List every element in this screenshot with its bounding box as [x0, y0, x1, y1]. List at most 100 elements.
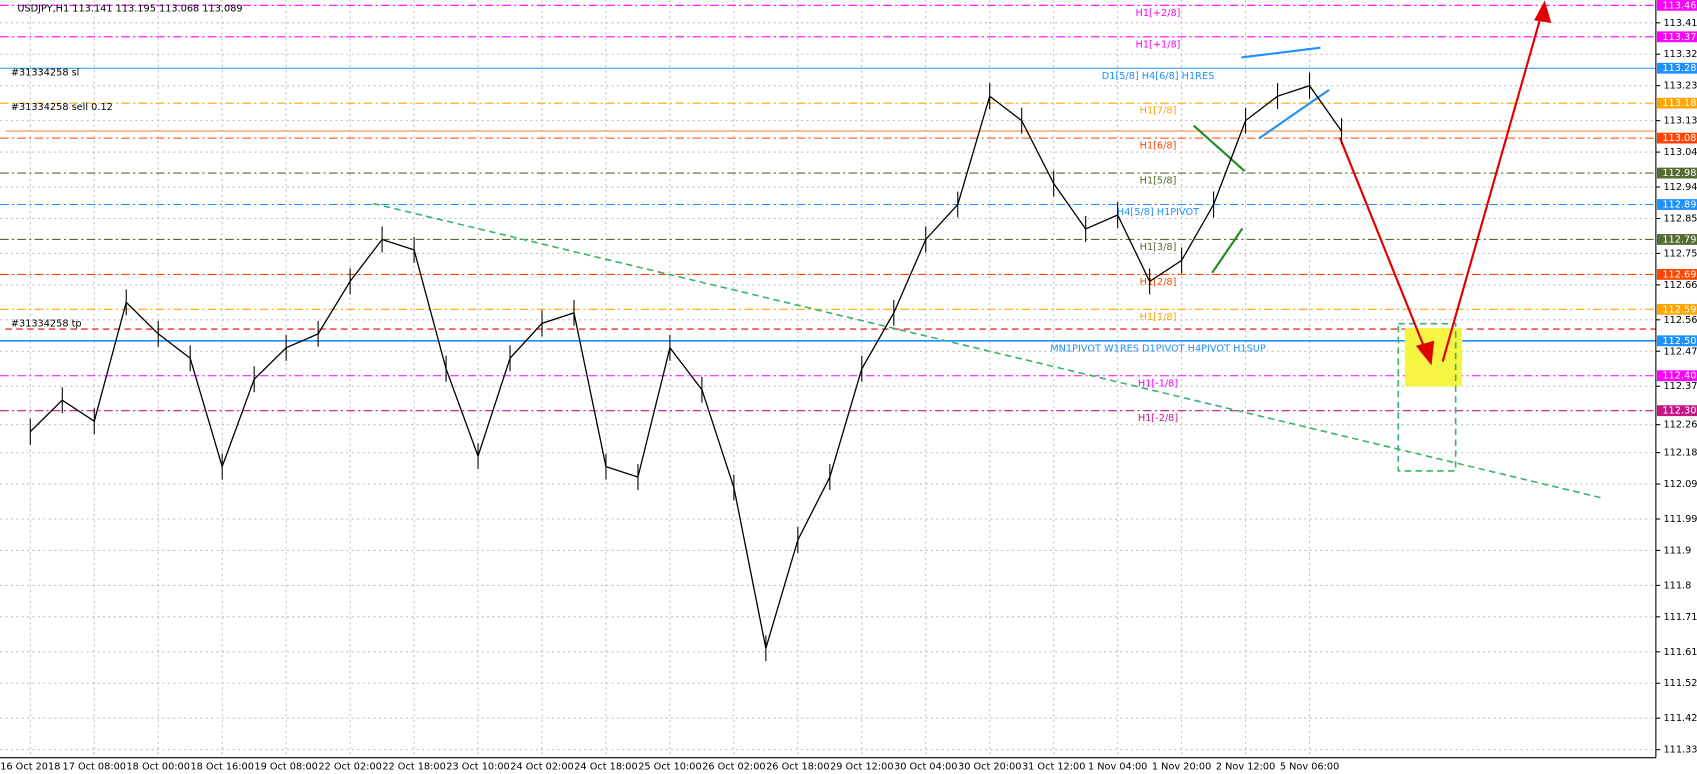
level-name: H1[7/8]	[1140, 106, 1177, 117]
trend-line	[1211, 227, 1244, 274]
level-name: H1[-1/8]	[1138, 378, 1178, 389]
trend-line	[1193, 124, 1246, 172]
x-tick-label: 19 Oct 08:00	[254, 761, 317, 772]
level-tag	[1656, 132, 1697, 144]
level-label: 113.18	[1662, 98, 1696, 109]
target-box	[1404, 328, 1463, 387]
level-name: H4[5/8] H1PIVOT	[1117, 207, 1199, 218]
level-name: H1[5/8]	[1140, 176, 1177, 187]
y-tick-label: 111.99	[1663, 514, 1697, 525]
y-tick-label: 111.33	[1663, 745, 1697, 756]
level-tag	[1656, 0, 1697, 11]
y-tick-label: 111.9	[1663, 545, 1691, 556]
trend-line	[1258, 89, 1330, 140]
y-tick-label: 112.18	[1663, 448, 1697, 459]
y-tick-label: 112.75	[1663, 248, 1697, 259]
x-tick-label: 24 Oct 02:00	[510, 761, 573, 772]
x-tick-label: 26 Oct 02:00	[702, 761, 765, 772]
level-tag	[1656, 62, 1697, 74]
trend-line	[373, 202, 1602, 499]
y-tick-label: 113.04	[1663, 147, 1697, 158]
level-label: 113.37	[1662, 32, 1696, 43]
y-tick-label: 111.71	[1663, 612, 1697, 623]
order-label: #31334258 sl	[11, 68, 80, 79]
level-tag	[1656, 405, 1697, 417]
y-tick-label: 111.52	[1663, 678, 1697, 689]
y-tick-label: 111.8	[1663, 580, 1691, 591]
y-tick-label: 112.66	[1663, 280, 1697, 291]
x-tick-label: 26 Oct 18:00	[766, 761, 829, 772]
y-tick-label: 113.13	[1663, 116, 1697, 127]
level-label: 112.69	[1662, 269, 1696, 280]
level-name: H1[2/8]	[1140, 277, 1177, 288]
x-tick-label: 18 Oct 00:00	[126, 761, 189, 772]
y-tick-label: 113.41	[1663, 18, 1697, 29]
level-label: 112.40	[1662, 371, 1696, 382]
x-tick-label: 29 Oct 12:00	[830, 761, 893, 772]
x-tick-label: 22 Oct 02:00	[318, 761, 381, 772]
level-tag	[1656, 97, 1697, 109]
level-label: 112.59	[1662, 304, 1696, 315]
x-tick-label: 30 Oct 04:00	[894, 761, 957, 772]
order-label: #31334258 sell 0.12	[11, 102, 113, 113]
level-name: D1[5/8] H4[6/8] H1RES	[1102, 71, 1215, 82]
x-tick-label: 18 Oct 16:00	[190, 761, 253, 772]
level-name: H1[+2/8]	[1136, 8, 1181, 19]
level-label: 113.46	[1662, 0, 1696, 11]
trend-line	[1241, 46, 1321, 59]
level-tag	[1656, 31, 1697, 43]
x-tick-label: 16 Oct 2018	[0, 761, 60, 772]
x-tick-label: 17 Oct 08:00	[63, 761, 126, 772]
y-tick-label: 112.56	[1663, 315, 1697, 326]
y-tick-label: 112.85	[1663, 213, 1697, 224]
level-label: 113.08	[1662, 133, 1696, 144]
level-tag	[1656, 199, 1697, 210]
level-name: H1[-2/8]	[1138, 413, 1178, 424]
y-tick-label: 112.47	[1663, 346, 1697, 357]
level-label: 112.79	[1662, 234, 1696, 245]
x-tick-label: 25 Oct 10:00	[638, 761, 701, 772]
y-tick-label: 112.94	[1663, 182, 1697, 193]
level-name: H1[1/8]	[1140, 312, 1177, 323]
level-tag	[1656, 268, 1697, 280]
y-tick-label: 113.23	[1663, 81, 1697, 92]
levels: H1[+2/8] H1[+1/8] D1[5/8] H4[6/8] H1RES H1[…	[0, 4, 1656, 424]
arrows	[1338, 0, 1552, 366]
level-label: 112.30	[1662, 406, 1696, 417]
level-name: H1[3/8]	[1140, 242, 1177, 253]
order-label: #31334258 tp	[11, 319, 82, 330]
x-tick-label: 1 Nov 20:00	[1152, 761, 1211, 772]
level-name: H1[6/8]	[1140, 141, 1177, 152]
level-tag	[1656, 303, 1697, 315]
y-tick-label: 111.61	[1663, 647, 1697, 658]
level-label: 112.89	[1662, 200, 1696, 211]
x-tick-label: 30 Oct 20:00	[958, 761, 1021, 772]
price	[29, 72, 1343, 662]
y-tick-label: 112.09	[1663, 479, 1697, 490]
level-tag	[1656, 167, 1697, 179]
x-tick-label: 5 Nov 06:00	[1280, 761, 1339, 772]
y-tick-label: 113.32	[1663, 49, 1697, 60]
level-tag	[1656, 335, 1697, 347]
target-zone	[1397, 322, 1457, 472]
price-line	[29, 84, 1343, 649]
y-tick-label: 112.37	[1663, 381, 1697, 392]
x-tick-label: 24 Oct 18:00	[574, 761, 637, 772]
level-tag	[1656, 234, 1697, 245]
level-tag	[1656, 370, 1697, 382]
axis-bg	[1655, 0, 1697, 774]
y-tick-label: 111.42	[1663, 713, 1697, 724]
x-tick-label: 22 Oct 18:00	[382, 761, 445, 772]
level-name: MN1PIVOT W1RES D1PIVOT H4PIVOT H1SUP	[1050, 343, 1266, 354]
x-tick-label: 31 Oct 12:00	[1022, 761, 1085, 772]
x-tick-label: 2 Nov 12:00	[1216, 761, 1275, 772]
level-label: 113.28	[1662, 63, 1696, 74]
level-name: H1[+1/8]	[1136, 39, 1181, 50]
level-label: 112.50	[1662, 336, 1696, 347]
x-tick-label: 23 Oct 10:00	[446, 761, 509, 772]
y-tick-label: 112.26	[1663, 420, 1697, 431]
